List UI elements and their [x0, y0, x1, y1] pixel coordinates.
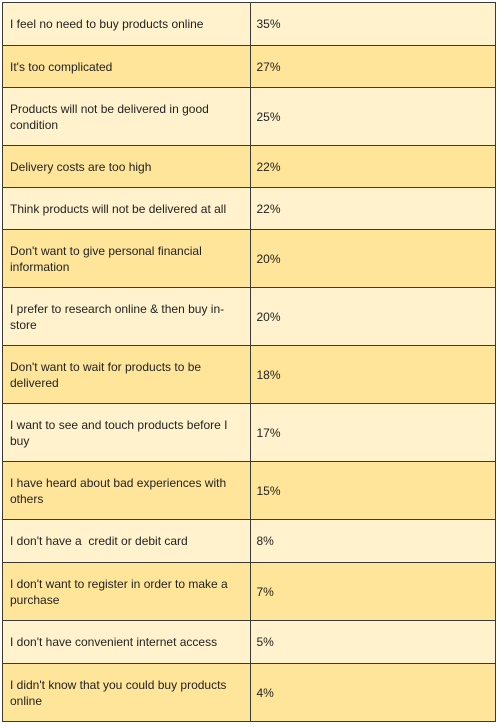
- percentage-cell: 15%: [249, 461, 496, 520]
- percentage-cell: 20%: [249, 287, 496, 346]
- table-row: It's too complicated 27%: [2, 45, 496, 88]
- table-row: I feel no need to buy products online 35%: [2, 2, 496, 46]
- reason-cell: I don't have convenient internet access: [2, 620, 251, 664]
- reason-cell: Think products will not be delivered at …: [2, 187, 251, 230]
- reasons-table: I feel no need to buy products online 35%…: [2, 2, 496, 722]
- percentage-cell: 20%: [249, 229, 496, 288]
- reason-cell: I prefer to research online & then buy i…: [2, 287, 251, 346]
- table-row: I have heard about bad experiences with …: [2, 461, 496, 520]
- percentage-cell: 25%: [249, 87, 496, 146]
- reason-cell: I feel no need to buy products online: [2, 2, 251, 46]
- table-row: I prefer to research online & then buy i…: [2, 287, 496, 346]
- table-row: Delivery costs are too high 22%: [2, 145, 496, 188]
- percentage-cell: 5%: [249, 620, 496, 664]
- table-row: Don't want to give personal financial in…: [2, 229, 496, 288]
- reason-cell: I don't have a credit or debit card: [2, 519, 251, 563]
- reason-cell: Don't want to give personal financial in…: [2, 229, 251, 288]
- table-row: Don't want to wait for products to be de…: [2, 345, 496, 404]
- percentage-cell: 4%: [249, 663, 496, 722]
- reason-cell: I didn't know that you could buy product…: [2, 663, 251, 722]
- reason-cell: Delivery costs are too high: [2, 145, 251, 188]
- table-row: I don't have a credit or debit card 8%: [2, 519, 496, 563]
- reason-cell: I don't want to register in order to mak…: [2, 562, 251, 621]
- percentage-cell: 8%: [249, 519, 496, 563]
- reason-cell: It's too complicated: [2, 45, 251, 88]
- reasons-table-container: I feel no need to buy products online 35%…: [2, 2, 496, 722]
- table-row: I don't have convenient internet access 5…: [2, 620, 496, 664]
- reason-cell: Don't want to wait for products to be de…: [2, 345, 251, 404]
- reason-cell: I have heard about bad experiences with …: [2, 461, 251, 520]
- percentage-cell: 17%: [249, 403, 496, 462]
- percentage-cell: 7%: [249, 562, 496, 621]
- percentage-cell: 22%: [249, 187, 496, 230]
- percentage-cell: 18%: [249, 345, 496, 404]
- table-row: I don't want to register in order to mak…: [2, 562, 496, 621]
- table-row: I want to see and touch products before …: [2, 403, 496, 462]
- table-row: Products will not be delivered in good c…: [2, 87, 496, 146]
- reason-cell: Products will not be delivered in good c…: [2, 87, 251, 146]
- percentage-cell: 22%: [249, 145, 496, 188]
- table-row: I didn't know that you could buy product…: [2, 663, 496, 722]
- table-body: I feel no need to buy products online 35%…: [2, 2, 496, 722]
- table-row: Think products will not be delivered at …: [2, 187, 496, 230]
- percentage-cell: 27%: [249, 45, 496, 88]
- percentage-cell: 35%: [249, 2, 496, 46]
- reason-cell: I want to see and touch products before …: [2, 403, 251, 462]
